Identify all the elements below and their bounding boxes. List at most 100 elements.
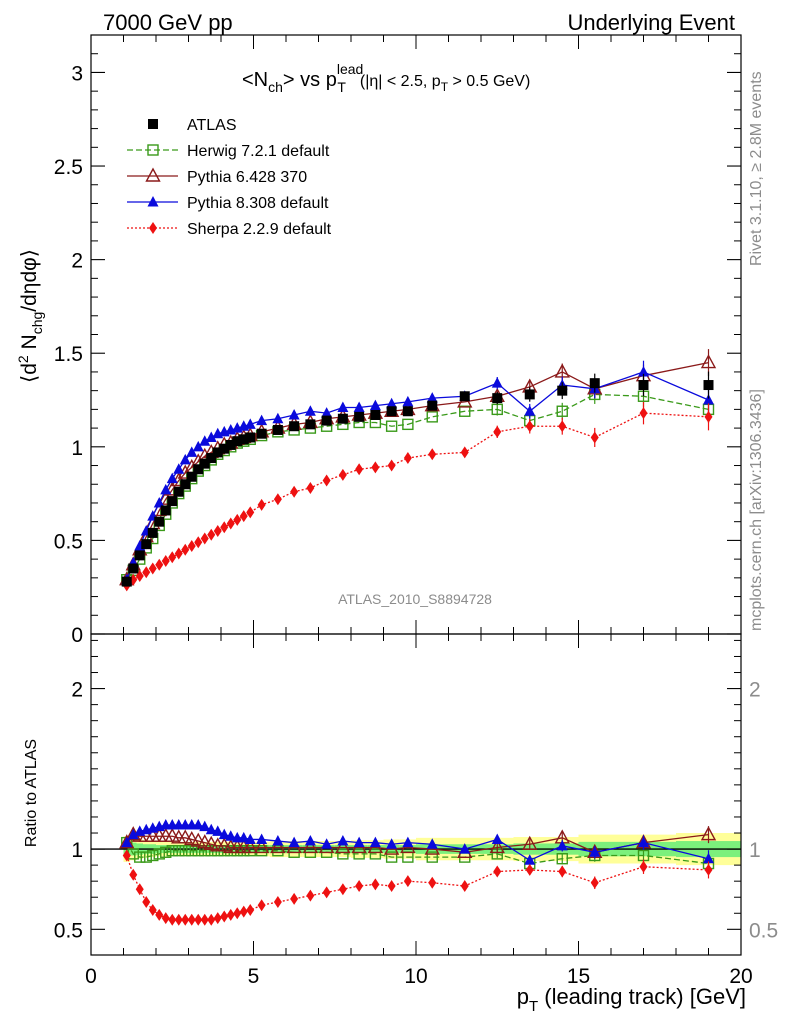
data-point	[426, 392, 438, 403]
ytick-label: 2	[71, 250, 83, 273]
ylabel-top: ⟨d2 Nchg/dηdφ⟩	[15, 249, 45, 383]
data-point	[192, 440, 204, 452]
legend-entry: Pythia 8.308 default	[127, 195, 329, 212]
series-atlas	[121, 371, 714, 587]
data-point	[206, 453, 217, 464]
data-point	[200, 532, 209, 545]
data-point	[289, 421, 300, 432]
series-sherpa-2-2-9-default	[122, 401, 713, 592]
ratio-point	[460, 879, 469, 892]
data-point	[160, 505, 171, 516]
ratio-point	[558, 865, 567, 878]
ratio-point	[205, 823, 217, 835]
legend-label: ATLAS	[187, 117, 237, 134]
ratio-point	[321, 838, 333, 849]
ratio-point	[524, 854, 536, 865]
ratio-point	[290, 892, 299, 905]
xtick-label: 10	[404, 965, 427, 988]
ratio-point	[304, 835, 316, 846]
ratio-point	[253, 838, 270, 854]
ratio-series-sherpa-2-2-9-default	[122, 849, 713, 926]
legend-marker	[145, 167, 161, 182]
ratio-point	[337, 848, 349, 860]
data-point	[239, 510, 248, 523]
ratio-point	[200, 913, 209, 926]
data-point	[180, 479, 191, 490]
ytick-label: 1	[71, 437, 83, 460]
ratio-point	[238, 831, 250, 843]
data-point	[187, 540, 196, 553]
ratio-point	[177, 829, 193, 844]
data-point	[290, 485, 299, 498]
ratio-ytick-label: 2	[71, 679, 83, 702]
data-point	[369, 399, 381, 411]
ratio-point	[168, 913, 177, 926]
data-point	[354, 411, 365, 422]
ratio-point	[226, 908, 235, 921]
ratio-point	[703, 852, 714, 864]
series-line	[126, 371, 709, 580]
ratio-point	[306, 889, 315, 902]
data-point	[233, 513, 242, 526]
legend-label: Pythia 8.308 default	[187, 195, 329, 212]
legend-marker	[147, 196, 159, 207]
ytick-label: 0.5	[54, 530, 83, 553]
data-point	[590, 431, 599, 444]
ratio-point	[119, 834, 135, 849]
ratio-point	[246, 904, 255, 917]
ratio-point	[369, 848, 382, 860]
ratio-point	[184, 830, 200, 846]
legend-entry: Herwig 7.2.1 default	[127, 143, 330, 160]
ratio-point	[127, 828, 139, 840]
data-point	[225, 439, 236, 450]
data-point	[168, 551, 177, 564]
ratio-point	[322, 886, 331, 899]
ratio-point	[181, 913, 190, 926]
ratio-point	[190, 832, 206, 847]
legend-marker	[148, 119, 158, 129]
ratio-point	[148, 904, 157, 917]
data-point	[167, 496, 178, 507]
data-point	[428, 448, 437, 461]
data-point	[525, 420, 534, 433]
data-point	[355, 463, 364, 476]
ratio-point	[639, 860, 648, 873]
series-pythia-8-308-default	[121, 360, 714, 585]
ytick-label: 3	[71, 62, 83, 85]
data-point	[179, 453, 191, 465]
ratio-point	[212, 825, 224, 836]
data-point	[147, 527, 158, 538]
data-point	[121, 576, 132, 587]
ratio-point	[704, 863, 713, 876]
xlabel: pT (leading track) [GeV]	[517, 984, 746, 1015]
ratio-point	[302, 838, 319, 854]
data-point	[337, 413, 348, 424]
data-point	[288, 408, 300, 420]
data-point	[426, 411, 438, 423]
ratio-point	[242, 838, 258, 854]
ratio-point	[353, 836, 365, 848]
data-point	[402, 395, 414, 407]
ratio-point	[233, 907, 242, 920]
legend-marker	[147, 144, 159, 156]
ratio-point	[121, 836, 133, 848]
ratio-point	[135, 883, 144, 896]
ratio-point	[387, 879, 396, 892]
data-point	[256, 428, 267, 439]
data-point	[370, 409, 381, 420]
data-point	[256, 414, 268, 426]
data-point	[338, 468, 347, 481]
data-point	[387, 459, 396, 472]
ratio-point	[491, 833, 503, 844]
ratio-point	[272, 835, 284, 846]
ratio-point	[244, 833, 256, 844]
data-point	[321, 415, 332, 426]
ratio-point	[371, 878, 380, 891]
legend-label: Pythia 6.428 370	[187, 169, 307, 186]
ratio-point	[134, 851, 146, 863]
data-point	[337, 401, 349, 413]
data-point	[220, 521, 229, 534]
ratio-ytick-label: 1	[71, 839, 83, 862]
data-point	[212, 447, 223, 458]
data-point	[219, 443, 230, 454]
